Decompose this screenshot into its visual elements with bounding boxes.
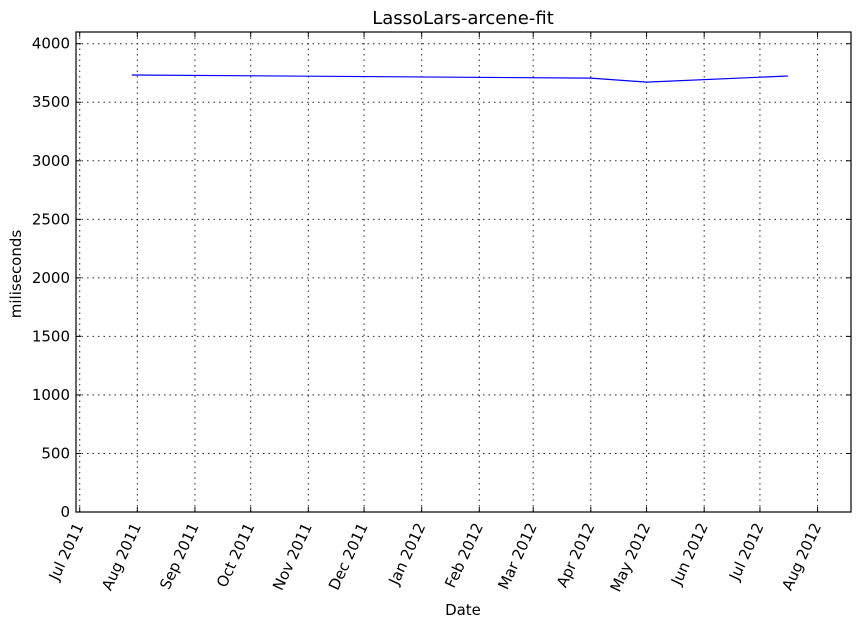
chart-title: LassoLars-arcene-fit xyxy=(372,8,554,29)
x-tick-label: Sep 2011 xyxy=(156,520,202,592)
label-layer: 0 500 1000 1500 2000 2500 3000 3500 4000 Jul 2011… xyxy=(32,35,825,595)
x-tick-label: Jul 2011 xyxy=(45,520,88,584)
x-tick-label: Feb 2012 xyxy=(441,520,487,591)
y-tick-label: 4000 xyxy=(32,35,70,53)
series-line xyxy=(131,74,788,83)
tick-layer xyxy=(76,32,851,513)
y-tick-label: 1500 xyxy=(32,327,70,345)
y-tick-label: 3500 xyxy=(32,93,70,111)
plot-frame xyxy=(75,31,852,513)
x-axis-label: Date xyxy=(445,601,481,619)
x-tick-label: Apr 2012 xyxy=(553,520,598,590)
x-tick-label: Aug 2011 xyxy=(98,520,145,593)
x-tick-label: Aug 2012 xyxy=(778,520,825,593)
grid-layer xyxy=(76,32,851,512)
x-tick-label: Nov 2011 xyxy=(269,520,316,593)
x-tick-label: Jan 2012 xyxy=(385,520,430,588)
x-tick-label: Mar 2012 xyxy=(494,520,540,592)
y-tick-label: 2000 xyxy=(32,269,70,287)
x-tick-label: Jun 2012 xyxy=(667,520,712,589)
x-tick-label: Oct 2011 xyxy=(213,520,258,590)
y-tick-label: 500 xyxy=(41,444,70,462)
series-layer xyxy=(131,74,788,83)
y-tick-label: 0 xyxy=(60,503,70,521)
y-tick-label: 3000 xyxy=(32,152,70,170)
x-tick-label: Jul 2012 xyxy=(725,520,768,584)
y-axis-label: miliseconds xyxy=(7,230,25,319)
x-tick-label: Dec 2011 xyxy=(325,520,372,593)
y-tick-label: 2500 xyxy=(32,210,70,228)
y-tick-label: 1000 xyxy=(32,386,70,404)
x-tick-label: May 2012 xyxy=(607,520,655,595)
